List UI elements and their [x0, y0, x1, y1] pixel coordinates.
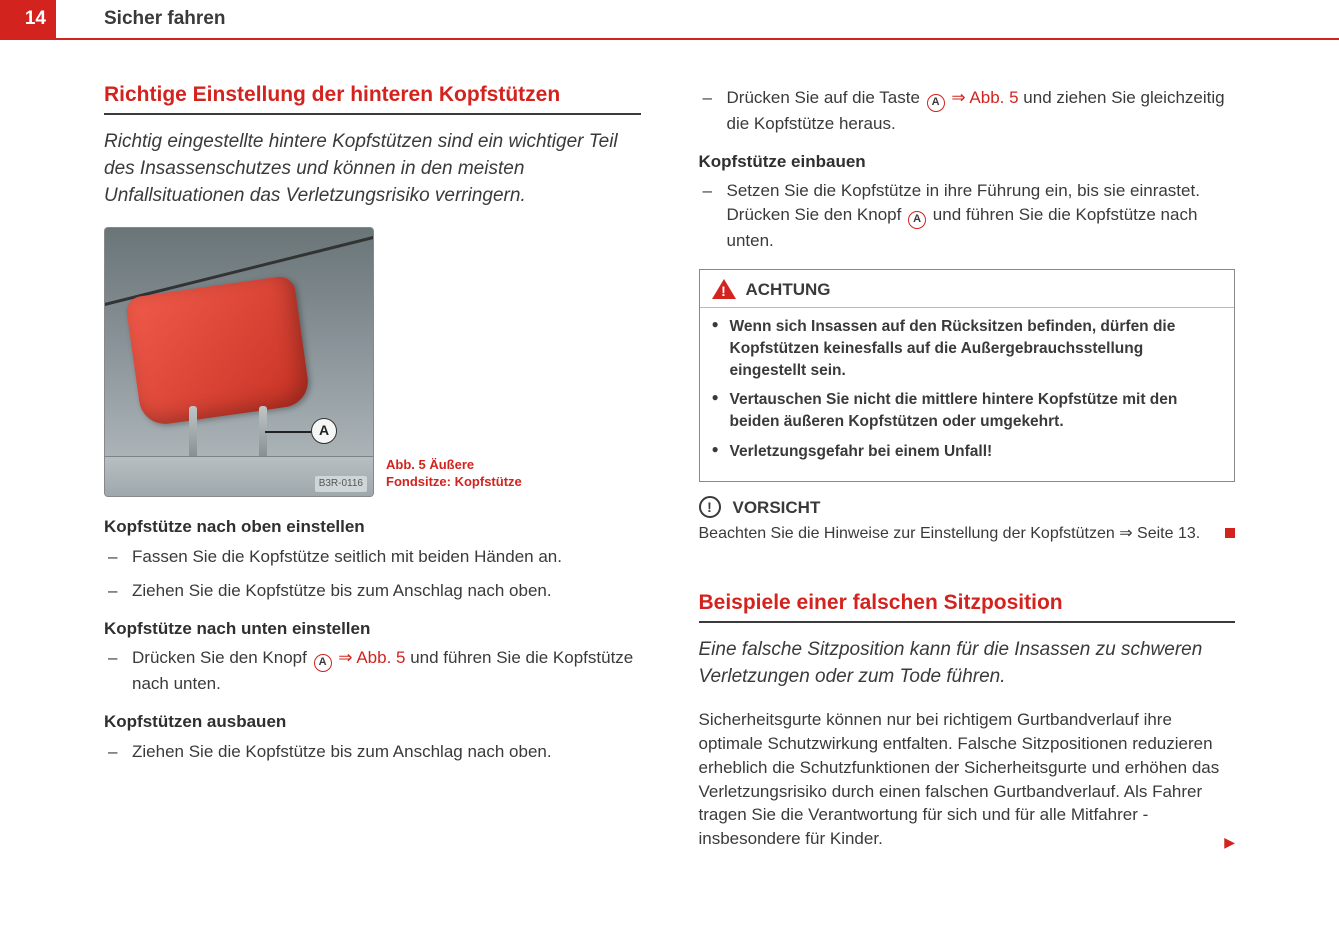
caution-text-row: Beachten Sie die Hinweise zur Einstellun…: [699, 523, 1236, 545]
figure-id-label: B3R-0116: [315, 476, 367, 492]
figure-caption: Abb. 5 Äußere Fondsitze: Kopfstütze: [386, 457, 526, 497]
section-body: Sicherheitsgurte können nur bei richtige…: [699, 708, 1236, 851]
text-fragment: Drücken Sie auf die Taste: [727, 88, 925, 107]
page-header: 14 Sicher fahren: [0, 0, 1339, 38]
section-intro: Richtig eingestellte hintere Kopfstützen…: [104, 129, 641, 209]
warning-item: Verletzungsgefahr bei einem Unfall!: [730, 441, 1223, 463]
warning-item: Vertauschen Sie nicht die mittlere hinte…: [730, 389, 1223, 432]
heading-adjust-up: Kopfstütze nach oben einstellen: [104, 515, 641, 539]
figure-5: A B3R-0116: [104, 227, 374, 497]
heading-remove: Kopfstützen ausbauen: [104, 710, 641, 734]
list-item: Ziehen Sie die Kopfstütze bis zum Anschl…: [132, 740, 641, 764]
left-column: Richtige Einstellung der hinteren Kopfst…: [104, 80, 641, 905]
list-adjust-down: Drücken Sie den Knopf A ⇒ Abb. 5 und füh…: [104, 646, 641, 696]
header-rule: [0, 38, 1339, 40]
caution-circle-icon: !: [699, 496, 721, 518]
warning-list: Wenn sich Insassen auf den Rücksitzen be…: [712, 316, 1223, 462]
warning-triangle-icon: [712, 279, 736, 299]
page-number: 14: [0, 0, 56, 38]
section-end-square-icon: [1225, 528, 1235, 538]
ref-abb5: ⇒ Abb. 5: [338, 648, 405, 667]
ref-A-icon: A: [314, 654, 332, 672]
heading-install: Kopfstütze einbauen: [699, 150, 1236, 174]
list-item: Ziehen Sie die Kopfstütze bis zum Anschl…: [132, 579, 641, 603]
heading-adjust-down: Kopfstütze nach unten einstellen: [104, 617, 641, 641]
figure-block: A B3R-0116 Abb. 5 Äußere Fondsitze: Kopf…: [104, 227, 641, 497]
section-title-headrest: Richtige Einstellung der hinteren Kopfst…: [104, 80, 641, 115]
ref-A-icon: A: [927, 94, 945, 112]
caution-title: VORSICHT: [733, 496, 821, 520]
list-install: Setzen Sie die Kopfstütze in ihre Führun…: [699, 179, 1236, 252]
spacer: [699, 574, 1236, 588]
ref-abb5: ⇒ Abb. 5: [951, 88, 1018, 107]
caution-text: Beachten Sie die Hinweise zur Einstellun…: [699, 523, 1201, 545]
warning-header: ACHTUNG: [700, 270, 1235, 309]
warning-title: ACHTUNG: [746, 278, 831, 302]
warning-box: ACHTUNG Wenn sich Insassen auf den Rücks…: [699, 269, 1236, 482]
caution-header: ! VORSICHT: [699, 496, 1236, 520]
list-remove-continued: Drücken Sie auf die Taste A ⇒ Abb. 5 und…: [699, 86, 1236, 136]
page-content: Richtige Einstellung der hinteren Kopfst…: [104, 80, 1235, 905]
list-item: Drücken Sie auf die Taste A ⇒ Abb. 5 und…: [727, 86, 1236, 136]
section-title-wrongpos: Beispiele einer falschen Sitzposition: [699, 588, 1236, 623]
right-column: Drücken Sie auf die Taste A ⇒ Abb. 5 und…: [699, 80, 1236, 905]
continue-arrow-icon: ▶: [1224, 833, 1235, 853]
fig-headrest-cushion: [125, 275, 311, 427]
ref-A-icon: A: [908, 211, 926, 229]
warning-body: Wenn sich Insassen auf den Rücksitzen be…: [700, 308, 1235, 480]
chapter-title: Sicher fahren: [104, 6, 225, 33]
section-intro: Eine falsche Sitzposition kann für die I…: [699, 637, 1236, 690]
list-remove: Ziehen Sie die Kopfstütze bis zum Anschl…: [104, 740, 641, 764]
warning-item: Wenn sich Insassen auf den Rücksitzen be…: [730, 316, 1223, 381]
list-adjust-up: Fassen Sie die Kopfstütze seitlich mit b…: [104, 545, 641, 603]
list-item: Fassen Sie die Kopfstütze seitlich mit b…: [132, 545, 641, 569]
list-item: Drücken Sie den Knopf A ⇒ Abb. 5 und füh…: [132, 646, 641, 696]
fig-callout-A-icon: A: [311, 418, 337, 444]
list-item: Setzen Sie die Kopfstütze in ihre Führun…: [727, 179, 1236, 252]
text-fragment: Drücken Sie den Knopf: [132, 648, 312, 667]
fig-callout-line: [265, 431, 311, 433]
